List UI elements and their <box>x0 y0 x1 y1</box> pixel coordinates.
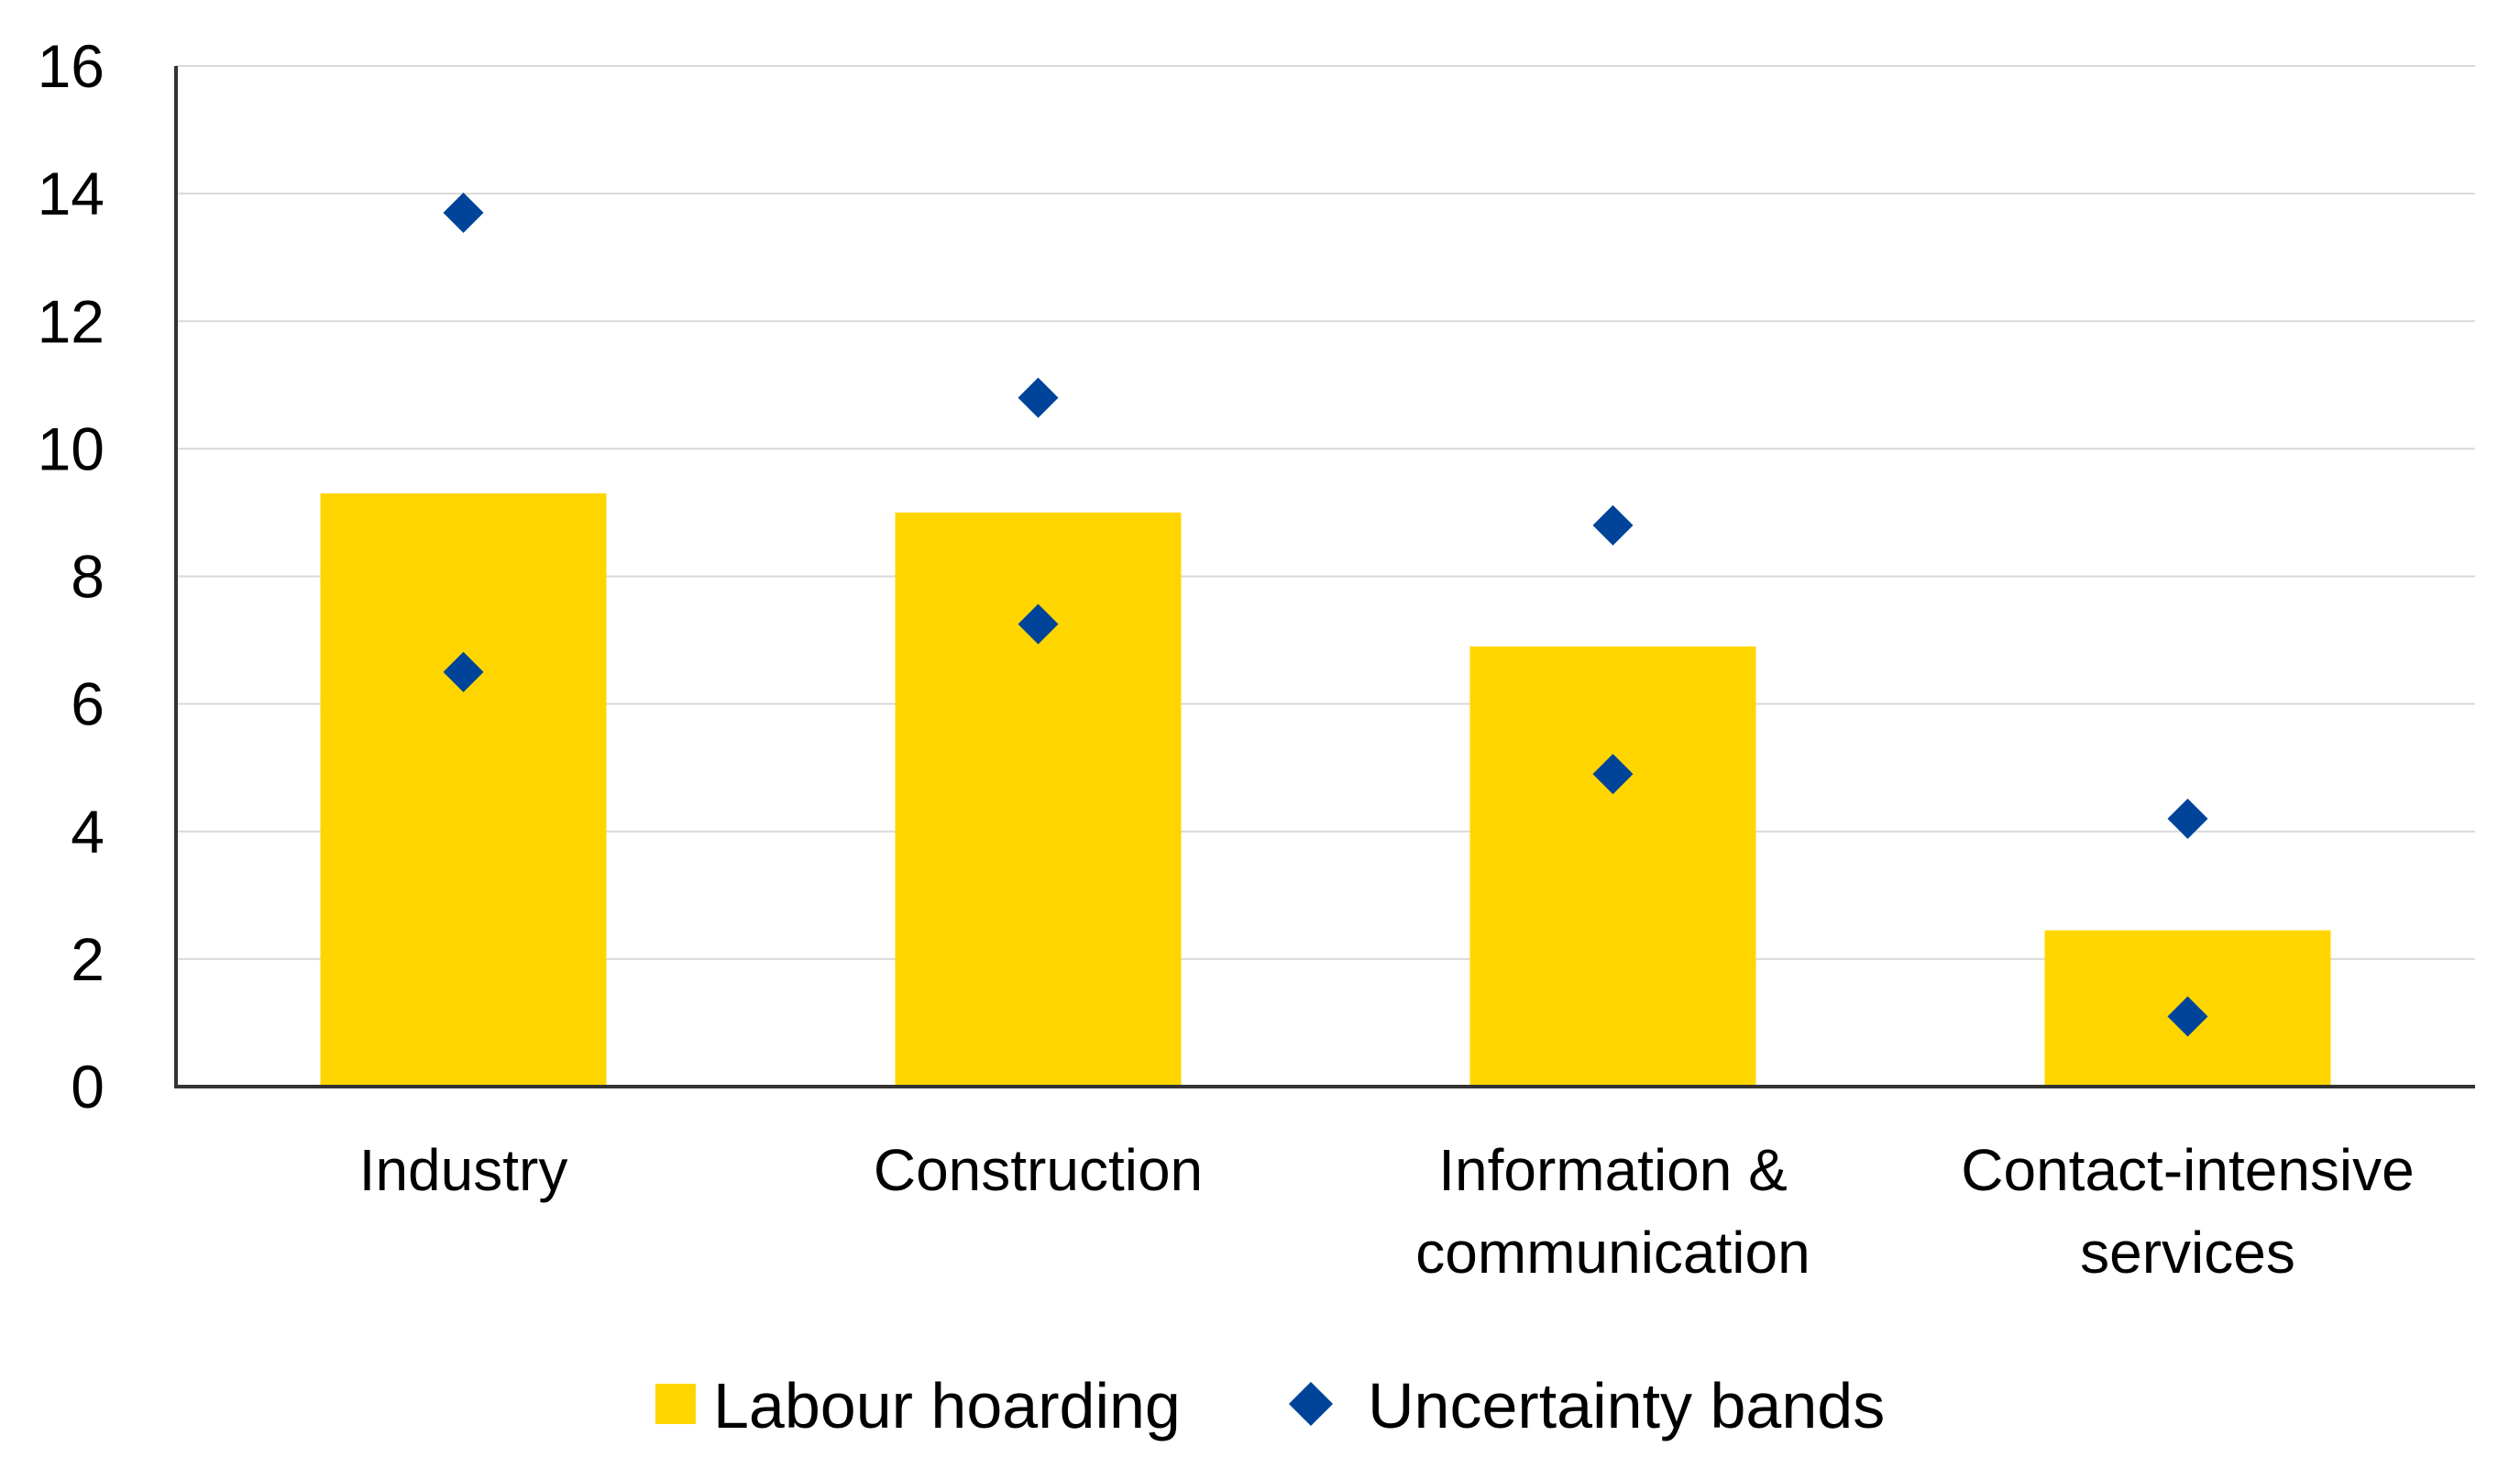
marker-lower-1 <box>1018 603 1059 645</box>
markers-uncertainty-bands <box>443 192 2208 1037</box>
marker-upper-1 <box>1018 377 1059 418</box>
y-tick-label-12: 12 <box>38 287 105 355</box>
legend-swatch-labour-hoarding <box>655 1384 696 1424</box>
y-tick-label-16: 16 <box>38 32 105 100</box>
x-category-label-1-0: Construction <box>874 1137 1203 1203</box>
marker-upper-2 <box>1592 504 1634 546</box>
x-category-label-3-0: Contact-intensive <box>1961 1137 2414 1203</box>
y-tick-label-8: 8 <box>71 543 105 611</box>
bar-2 <box>1469 646 1756 1087</box>
marker-lower-2 <box>1592 754 1634 795</box>
legend-label-uncertainty-bands: Uncertainty bands <box>1368 1370 1885 1441</box>
y-tick-label-2: 2 <box>71 925 105 993</box>
legend-swatch-uncertainty-bands <box>1288 1381 1334 1427</box>
marker-upper-3 <box>2167 798 2208 839</box>
marker-lower-0 <box>443 651 484 692</box>
legend-label-labour-hoarding: Labour hoarding <box>713 1370 1181 1441</box>
marker-upper-0 <box>443 192 484 233</box>
x-category-label-3-1: services <box>2080 1220 2295 1286</box>
legend: Labour hoarding Uncertainty bands <box>655 1370 1885 1441</box>
y-tick-label-14: 14 <box>38 160 105 227</box>
y-tick-label-10: 10 <box>38 414 105 482</box>
y-tick-label-6: 6 <box>71 670 105 738</box>
y-tick-labels: 0 2 4 6 8 10 12 14 16 <box>38 32 105 1121</box>
bar-1 <box>895 512 1182 1087</box>
marker-lower-3 <box>2167 996 2208 1037</box>
axes <box>174 66 2475 1088</box>
x-category-label-2-0: Information & <box>1438 1137 1788 1203</box>
bar-0 <box>320 493 607 1087</box>
y-tick-label-0: 0 <box>71 1053 105 1121</box>
bars-labour-hoarding <box>320 493 2331 1087</box>
x-category-label-2-1: communication <box>1415 1220 1810 1286</box>
x-category-label-0-0: Industry <box>359 1137 568 1203</box>
y-tick-label-4: 4 <box>71 798 105 866</box>
x-category-labels: Industry Construction Information & communi… <box>359 1137 2415 1286</box>
